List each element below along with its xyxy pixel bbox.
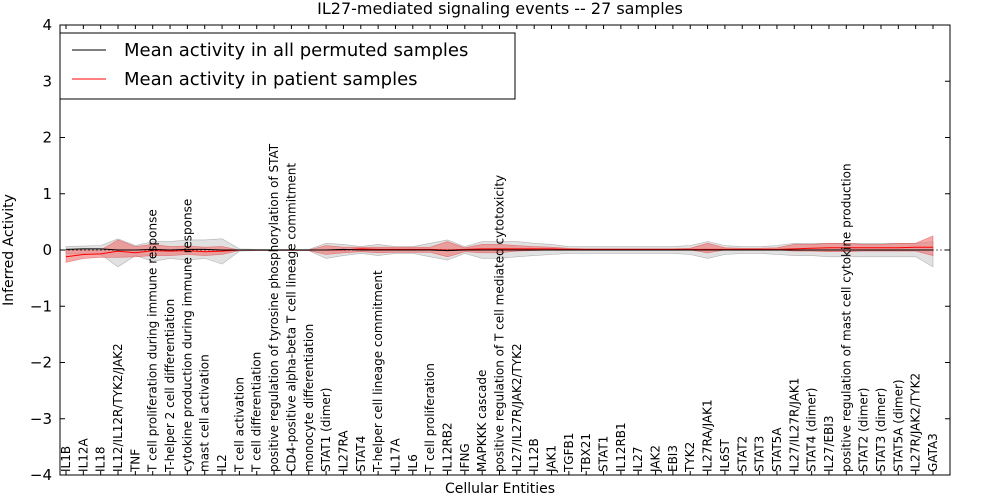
y-tick-label: −2	[30, 354, 52, 372]
y-axis-label: Inferred Activity	[1, 194, 17, 306]
x-tick-label: TNF	[128, 449, 142, 473]
x-tick-label: IFNG	[458, 443, 472, 472]
x-tick-label: TBX21	[579, 433, 593, 473]
x-tick-label: IL27RA	[336, 430, 350, 472]
x-tick-label: STAT2	[735, 436, 749, 472]
x-tick-label: STAT1	[597, 436, 611, 472]
x-tick-label: IL27	[631, 446, 645, 472]
x-tick-label: positive regulation of T cell mediated c…	[493, 175, 507, 472]
x-tick-label: JAK2	[649, 445, 663, 473]
x-tick-label: IL6ST	[718, 439, 732, 472]
y-tick-label: 4	[42, 16, 52, 34]
y-axis: −4 −3 −2 −1 0 1 2 3 4	[30, 16, 950, 484]
x-tick-label: IL27/IL27R/JAK1	[787, 378, 801, 472]
x-tick-label: IL2	[215, 454, 229, 472]
x-tick-label: GATA3	[926, 433, 940, 472]
x-tick-label: IL27R/JAK2/TYK2	[909, 373, 923, 472]
x-tick-label: IL17A	[389, 438, 403, 472]
x-tick-label: IL12A	[76, 437, 90, 471]
x-tick-label: CD4-positive alpha-beta T cell lineage c…	[284, 163, 298, 472]
x-tick-label: IL27/EBI3	[822, 416, 836, 473]
legend-permuted-label: Mean activity in all permuted samples	[124, 40, 468, 61]
x-tick-label: STAT4	[354, 436, 368, 472]
x-tick-label: IL6	[406, 454, 420, 472]
x-tick-label: IL12RB2	[441, 422, 455, 472]
x-tick-label: STAT3	[753, 436, 767, 472]
y-tick-label: −3	[30, 410, 52, 428]
x-tick-label: JAK1	[545, 445, 559, 473]
x-tick-label: cytokine production during immune respon…	[180, 199, 194, 472]
x-tick-label: EBI3	[666, 445, 680, 472]
x-tick-label: T-helper cell lineage commitment	[371, 270, 385, 473]
y-tick-label: −1	[30, 297, 52, 315]
x-tick-label: T cell proliferation during immune respo…	[146, 209, 160, 473]
x-tick-label: positive regulation of mast cell cytokin…	[839, 163, 853, 472]
x-tick-label: T cell differentiation	[250, 352, 264, 473]
x-axis-label: Cellular Entities	[445, 481, 555, 497]
x-tick-label: STAT5A	[770, 427, 784, 472]
x-tick-label: TYK2	[683, 442, 697, 473]
x-tick-label: IL12/IL12R/TYK2/JAK2	[111, 343, 125, 472]
x-tick-label: STAT3 (dimer)	[874, 388, 888, 472]
y-tick-label: −4	[30, 466, 52, 484]
y-tick-label: 2	[42, 129, 52, 147]
x-tick-label: MAPKKK cascade	[475, 370, 489, 472]
x-tick-label: IL27/IL27R/JAK2/TYK2	[510, 343, 524, 472]
y-tick-label: 1	[42, 185, 52, 203]
legend: Mean activity in all permuted samples Me…	[59, 32, 516, 100]
x-tick-label: STAT5A (dimer)	[891, 379, 905, 472]
x-tick-label: positive regulation of tyrosine phosphor…	[267, 143, 281, 472]
x-tick-label: mast cell activation	[198, 354, 212, 472]
x-tick-label: IL1B	[59, 446, 73, 472]
y-tick-label: 3	[42, 72, 52, 90]
x-tick-label: IL12RB1	[614, 422, 628, 472]
x-tick-label: T cell activation	[232, 377, 246, 473]
x-axis: IL1B IL12A IL18 IL12/IL12R/TYK2/JAK2 TNF T ce…	[59, 25, 940, 475]
chart-title: IL27-mediated signaling events -- 27 sam…	[317, 0, 683, 18]
x-tick-label: STAT2 (dimer)	[857, 388, 871, 472]
x-tick-label: T cell proliferation	[423, 363, 437, 473]
y-tick-label: 0	[42, 241, 52, 259]
x-tick-label: TGFB1	[562, 433, 576, 473]
x-tick-label: monocyte differentiation	[302, 324, 316, 472]
x-tick-label: IL27RA/JAK1	[701, 399, 715, 472]
x-tick-label: STAT1 (dimer)	[319, 388, 333, 472]
x-tick-label: IL12B	[527, 438, 541, 472]
x-tick-label: IL18	[94, 447, 108, 472]
patient-mean-line	[65, 246, 933, 258]
x-tick-label: STAT4 (dimer)	[805, 388, 819, 472]
legend-box	[59, 32, 516, 100]
legend-patient-label: Mean activity in patient samples	[124, 69, 418, 90]
x-tick-label: T-helper 2 cell differentiation	[163, 299, 177, 473]
